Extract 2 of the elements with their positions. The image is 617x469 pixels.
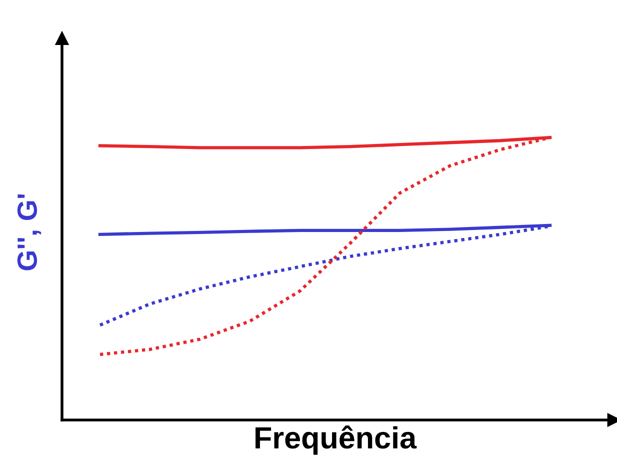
y-axis-title: G'', G' xyxy=(17,194,42,270)
x-axis-title: Frequência xyxy=(256,426,417,455)
